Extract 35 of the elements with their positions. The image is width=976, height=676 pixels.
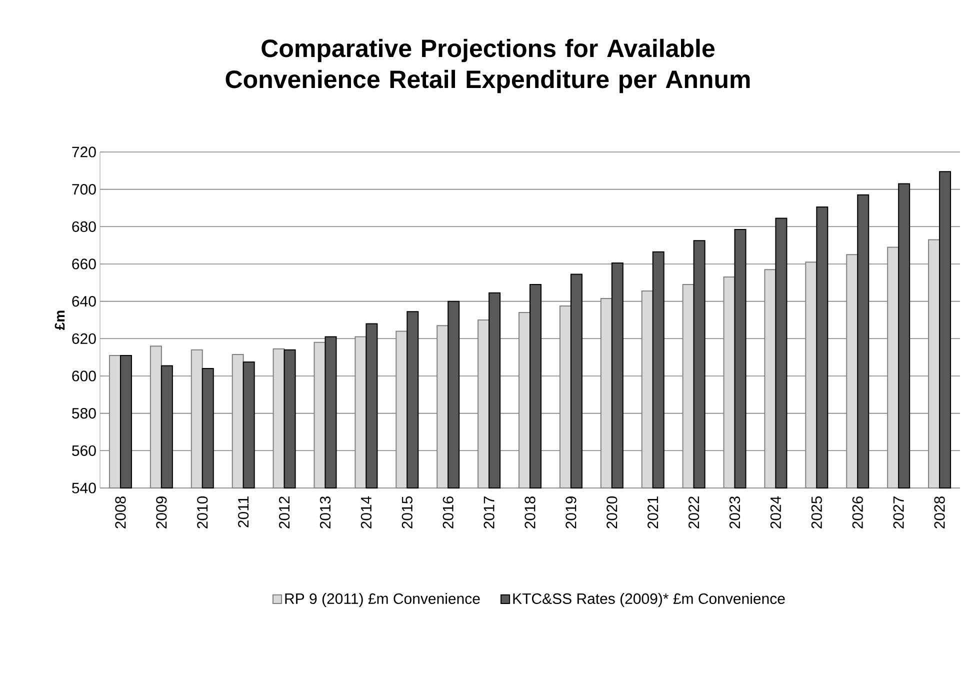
x-tick-label: 2009 [156, 496, 167, 528]
x-tick-label: 2023 [729, 496, 740, 528]
x-tick-label: 2022 [688, 496, 700, 528]
legend-label: KTC&SS Rates (2009)* £m Convenience [513, 592, 785, 607]
y-tick-label: 680 [72, 221, 96, 232]
y-tick-label: 600 [72, 370, 96, 382]
legend-label: RP 9 (2011) £m Convenience [285, 592, 480, 607]
y-tick-label: 560 [72, 445, 96, 456]
x-tick-label: 2019 [566, 496, 576, 528]
x-tick-label: 2012 [278, 496, 290, 528]
x-tick-label: 2016 [442, 496, 454, 528]
y-tick-label: 660 [72, 258, 96, 270]
y-tick-label: 620 [72, 333, 96, 344]
x-tick-label: 2011 [238, 496, 249, 528]
x-tick-label: 2008 [115, 496, 126, 528]
y-tick-label: 700 [72, 184, 96, 195]
x-tick-label: 2024 [770, 496, 782, 528]
y-tick-label: 640 [72, 296, 96, 307]
x-tick-label: 2014 [360, 496, 372, 528]
x-tick-label: 2021 [648, 496, 658, 528]
y-axis-title: £m [54, 310, 65, 330]
chart-title: Comparative Projections for Available Convenience Retail Expenditure per Annum [226, 38, 750, 94]
y-tick-label: 540 [72, 482, 96, 494]
x-tick-label: 2018 [524, 496, 536, 528]
x-tick-label: 2025 [811, 496, 822, 528]
x-tick-label: 2020 [606, 496, 618, 528]
x-tick-label: 2028 [934, 496, 945, 528]
x-tick-label: 2026 [852, 496, 863, 528]
x-tick-label: 2013 [320, 496, 331, 528]
x-tick-label: 2010 [197, 496, 208, 528]
y-tick-label: 720 [72, 146, 96, 158]
x-tick-label: 2017 [484, 496, 494, 528]
x-tick-label: 2027 [893, 496, 904, 528]
x-tick-label: 2015 [402, 496, 412, 528]
y-tick-label: 580 [72, 408, 96, 419]
